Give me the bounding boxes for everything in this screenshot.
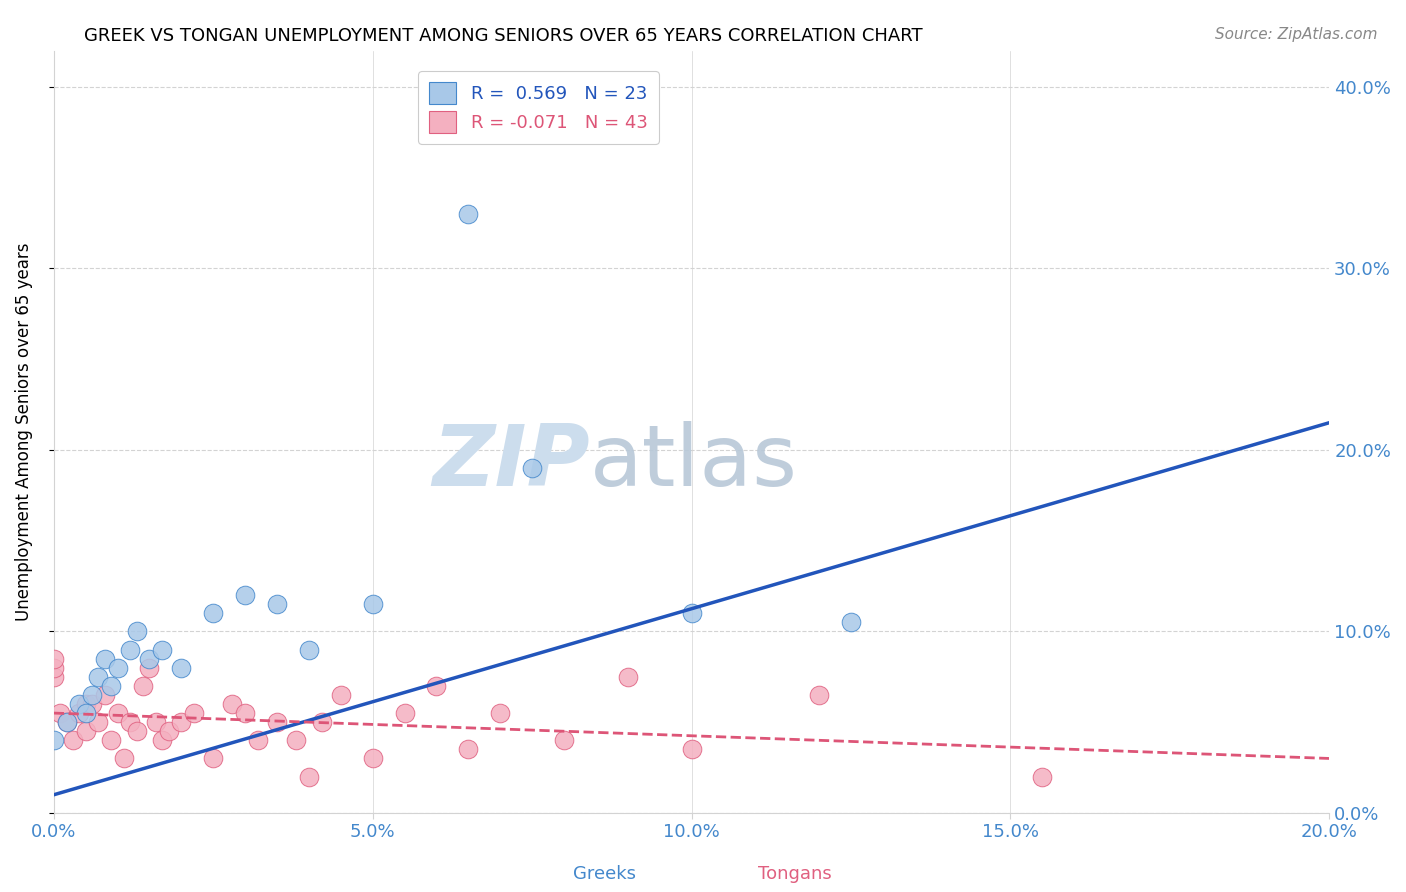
Point [616, 670, 638, 684]
Point [233, 588, 256, 602]
Point [62, 733, 84, 747]
Point [298, 770, 321, 784]
Point [55, 715, 77, 730]
Point [329, 688, 352, 702]
Point [82, 688, 104, 702]
Point [233, 706, 256, 720]
Point [170, 715, 193, 730]
Point [457, 207, 479, 221]
Point [100, 733, 122, 747]
Point [67, 697, 90, 711]
Point [120, 642, 142, 657]
Legend: R =  0.569   N = 23, R = -0.071   N = 43: R = 0.569 N = 23, R = -0.071 N = 43 [419, 71, 658, 145]
Point [361, 751, 384, 765]
Point [75, 706, 97, 720]
Point [87, 670, 110, 684]
Point [145, 715, 167, 730]
Point [457, 742, 479, 756]
Point [107, 706, 129, 720]
Text: Source: ZipAtlas.com: Source: ZipAtlas.com [1215, 27, 1378, 42]
Text: atlas: atlas [589, 421, 797, 504]
Point [157, 724, 180, 739]
Y-axis label: Unemployment Among Seniors over 65 years: Unemployment Among Seniors over 65 years [15, 243, 32, 621]
Point [221, 697, 243, 711]
Point [266, 597, 288, 611]
Point [49, 706, 72, 720]
Point [100, 679, 122, 693]
Point [361, 597, 384, 611]
Point [94, 651, 117, 665]
Point [266, 715, 288, 730]
Point [42, 661, 65, 675]
Point [681, 607, 703, 621]
Point [138, 661, 160, 675]
Point [298, 642, 321, 657]
Text: Greeks: Greeks [574, 864, 636, 882]
Text: ZIP: ZIP [432, 421, 589, 504]
Text: Tongans: Tongans [758, 864, 831, 882]
Point [67, 706, 90, 720]
Point [1031, 770, 1053, 784]
Point [150, 642, 173, 657]
Point [87, 715, 110, 730]
Point [202, 607, 225, 621]
Point [125, 624, 148, 639]
Point [75, 697, 97, 711]
Point [285, 733, 308, 747]
Point [520, 461, 543, 475]
Point [55, 715, 77, 730]
Point [120, 715, 142, 730]
Point [112, 751, 135, 765]
Point [170, 661, 193, 675]
Point [246, 733, 269, 747]
Point [42, 651, 65, 665]
Point [107, 661, 129, 675]
Point [183, 706, 205, 720]
Point [394, 706, 416, 720]
Point [311, 715, 333, 730]
Point [75, 724, 97, 739]
Point [42, 670, 65, 684]
Point [132, 679, 155, 693]
Point [138, 651, 160, 665]
Point [42, 733, 65, 747]
Point [94, 688, 117, 702]
Point [839, 615, 862, 630]
Point [808, 688, 831, 702]
Point [125, 724, 148, 739]
Text: GREEK VS TONGAN UNEMPLOYMENT AMONG SENIORS OVER 65 YEARS CORRELATION CHART: GREEK VS TONGAN UNEMPLOYMENT AMONG SENIO… [84, 27, 922, 45]
Point [553, 733, 575, 747]
Point [489, 706, 512, 720]
Point [150, 733, 173, 747]
Point [202, 751, 225, 765]
Point [681, 742, 703, 756]
Point [82, 697, 104, 711]
Point [425, 679, 447, 693]
